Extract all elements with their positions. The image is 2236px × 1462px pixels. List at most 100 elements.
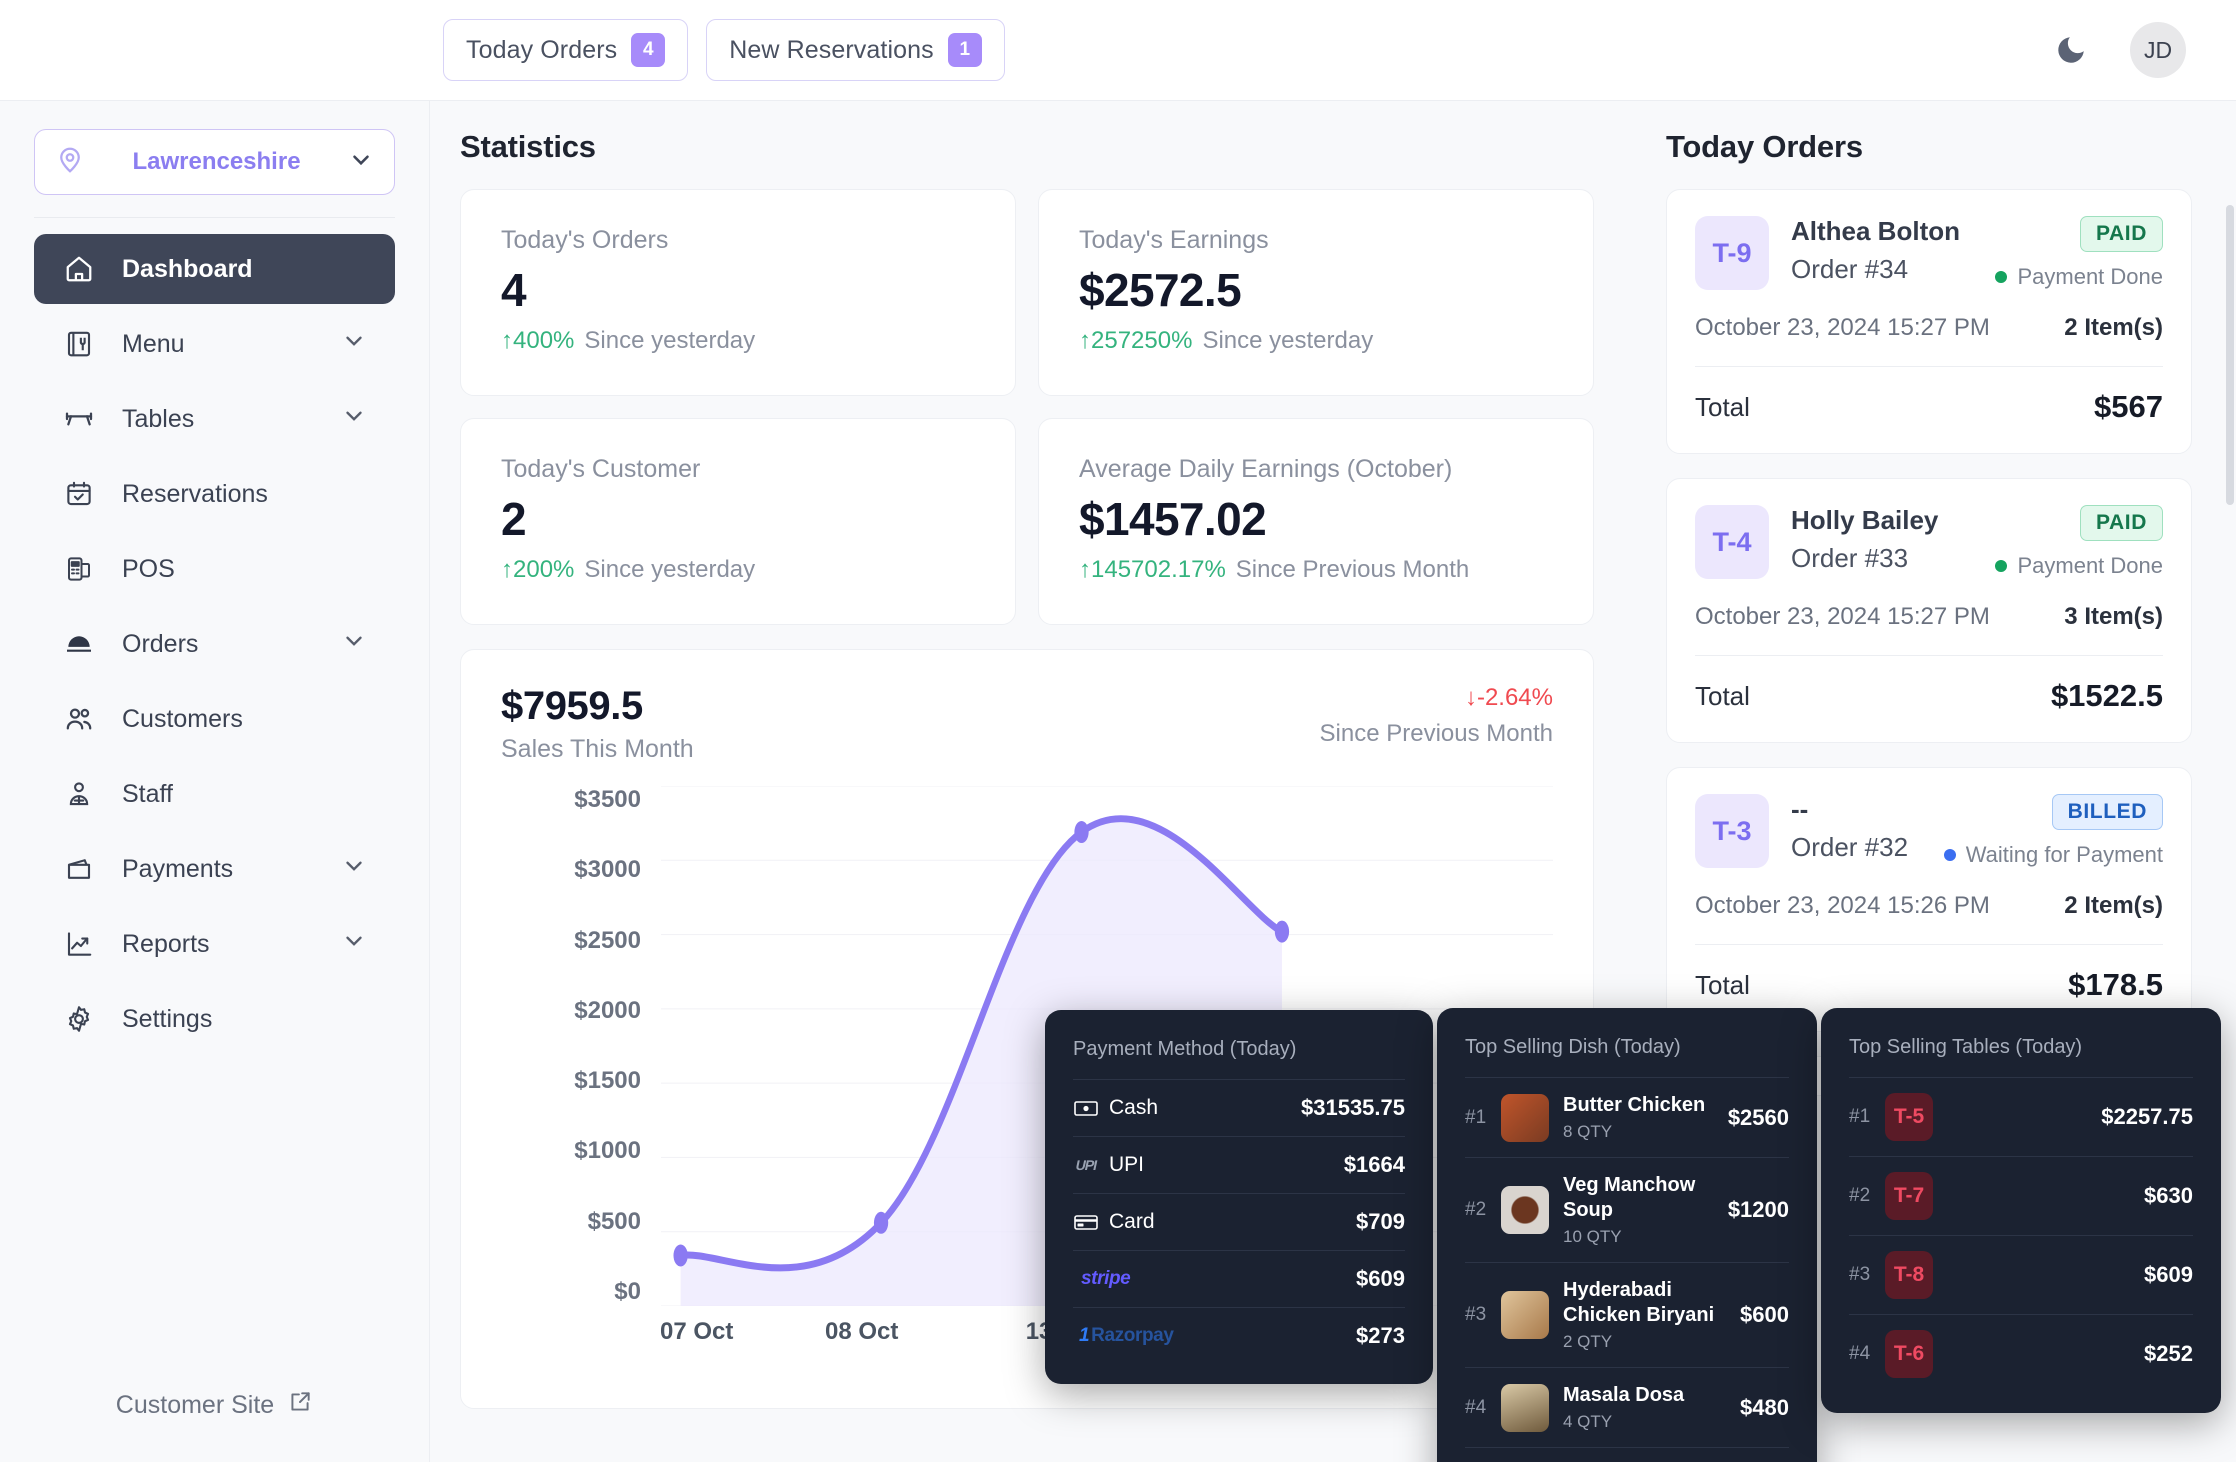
location-value: Lawrenceshire xyxy=(132,148,301,175)
rank-label: #4 xyxy=(1849,1343,1871,1364)
map-pin-icon xyxy=(55,145,85,180)
chevron-down-icon[interactable] xyxy=(341,853,367,886)
sidebar-item-reports[interactable]: Reports xyxy=(34,909,395,979)
sidebar-item-payments-label: Payments xyxy=(122,854,234,883)
list-item: Card $709 xyxy=(1073,1193,1405,1250)
divider xyxy=(1695,366,2163,367)
sidebar-item-tables[interactable]: Tables xyxy=(34,384,395,454)
sidebar-item-staff[interactable]: Staff xyxy=(34,759,395,829)
y-tick: $2000 xyxy=(574,996,641,1024)
sidebar-item-settings[interactable]: Settings xyxy=(34,984,395,1054)
tab-new-reservations-count: 1 xyxy=(947,33,982,67)
top-bar: Today Orders 4 New Reservations 1 JD xyxy=(0,0,2236,100)
sidebar-item-dashboard[interactable]: Dashboard xyxy=(34,234,395,304)
today-orders-pane: Today Orders T-9 Althea Bolton Order #34… xyxy=(1636,101,2236,1462)
sidebar-item-payments[interactable]: Payments xyxy=(34,834,395,904)
order-customer-name: -- xyxy=(1791,794,1809,824)
chevron-down-icon[interactable] xyxy=(341,928,367,961)
y-tick: $0 xyxy=(614,1277,641,1305)
customer-site-label: Customer Site xyxy=(115,1391,275,1419)
stat-value: $1457.02 xyxy=(1079,493,1267,545)
list-item: #2 Veg Manchow Soup 10 QTY $1200 xyxy=(1465,1157,1789,1262)
sidebar-divider xyxy=(34,217,395,218)
stat-delta-value: ↑257250% xyxy=(1079,327,1193,354)
location-selector[interactable]: Lawrenceshire xyxy=(34,129,395,195)
users-icon xyxy=(62,702,96,736)
stat-delta-value: ↑200% xyxy=(501,556,575,583)
y-tick: $3000 xyxy=(574,856,641,884)
stat-delta-note: Since yesterday xyxy=(584,327,756,354)
customer-site-link[interactable]: Customer Site xyxy=(0,1389,429,1422)
payment-method-amount: $31535.75 xyxy=(1301,1095,1405,1120)
rank-label: #3 xyxy=(1465,1304,1487,1325)
order-customer-name: Holly Bailey xyxy=(1791,505,1939,535)
sidebar-item-reservations[interactable]: Reservations xyxy=(34,459,395,529)
banknote-icon xyxy=(1073,1098,1099,1118)
trend-chart-icon xyxy=(62,927,96,961)
sidebar-item-dashboard-label: Dashboard xyxy=(122,254,253,283)
x-tick: 08 Oct xyxy=(825,1318,899,1345)
payment-method-amount: $609 xyxy=(1356,1266,1405,1291)
stat-value: 4 xyxy=(501,264,527,316)
stripe-logo-icon: stripe xyxy=(1081,1268,1131,1289)
tab-today-orders-count: 4 xyxy=(631,33,666,67)
sidebar-item-customers[interactable]: Customers xyxy=(34,684,395,754)
home-icon xyxy=(62,252,96,286)
table-chip: T-8 xyxy=(1885,1251,1933,1299)
table-row[interactable]: T-4 Holly Bailey Order #33 PAID Payment … xyxy=(1666,478,2192,743)
tab-new-reservations[interactable]: New Reservations 1 xyxy=(706,19,1005,81)
credit-card-icon xyxy=(1073,1212,1099,1232)
chevron-down-icon[interactable] xyxy=(341,628,367,661)
rank-label: #3 xyxy=(1849,1264,1871,1285)
dish-amount: $2560 xyxy=(1727,1104,1789,1130)
tab-new-reservations-label: New Reservations xyxy=(729,35,934,64)
table-row[interactable]: T-9 Althea Bolton Order #34 PAID Payment… xyxy=(1666,189,2192,454)
stat-card-grid: Today's Orders 4 ↑400% Since yesterday T… xyxy=(460,189,1594,625)
sidebar: Lawrenceshire Dashboard Menu xyxy=(0,100,430,1462)
tab-today-orders[interactable]: Today Orders 4 xyxy=(443,19,689,81)
sales-amount: $7959.5 xyxy=(501,684,643,728)
sidebar-item-tables-label: Tables xyxy=(122,404,195,433)
scrollbar-thumb[interactable] xyxy=(2226,205,2234,505)
table-row[interactable]: T-3 -- Order #32 BILLED Waiting for Paym… xyxy=(1666,767,2192,1032)
list-item: 1 Razorpay $273 xyxy=(1073,1307,1405,1364)
calendar-check-icon xyxy=(62,477,96,511)
dish-thumbnail xyxy=(1501,1383,1549,1432)
stat-label: Today's Orders xyxy=(501,226,669,254)
table-chip: T-7 xyxy=(1885,1172,1933,1220)
order-items-count: 2 Item(s) xyxy=(2064,314,2163,341)
sales-chart-header: $7959.5 Sales This Month ↓-2.64% Since P… xyxy=(501,684,1553,764)
top-selling-dish-panel: Top Selling Dish (Today) #1 Butter Chick… xyxy=(1437,1008,1817,1462)
dish-name: Veg Manchow Soup xyxy=(1563,1174,1696,1221)
sales-subtitle: Sales This Month xyxy=(501,735,694,763)
list-item: #1 Butter Chicken 8 QTY $2560 xyxy=(1465,1077,1789,1157)
rank-label: #1 xyxy=(1465,1106,1487,1128)
stat-label: Today's Customer xyxy=(501,455,701,483)
sales-delta-note: Since Previous Month xyxy=(1319,720,1553,747)
chevron-down-icon[interactable] xyxy=(341,328,367,361)
order-timestamp: October 23, 2024 15:26 PM xyxy=(1695,892,1990,919)
moon-icon[interactable] xyxy=(2050,29,2092,71)
gear-icon xyxy=(62,1002,96,1036)
sidebar-item-menu[interactable]: Menu xyxy=(34,309,395,379)
stat-card-todays-orders: Today's Orders 4 ↑400% Since yesterday xyxy=(460,189,1016,396)
divider xyxy=(1695,655,2163,656)
payment-method-amount: $273 xyxy=(1356,1323,1405,1348)
payment-state: Waiting for Payment xyxy=(1943,842,2163,868)
dish-amount: $600 xyxy=(1740,1302,1789,1327)
avatar-initials: JD xyxy=(2143,36,2173,63)
stat-card-average-daily-earnings: Average Daily Earnings (October) $1457.0… xyxy=(1038,418,1594,625)
sidebar-item-pos[interactable]: POS xyxy=(34,534,395,604)
dish-amount: $1200 xyxy=(1727,1197,1789,1222)
table-chip: T-5 xyxy=(1885,1093,1933,1141)
sidebar-item-staff-label: Staff xyxy=(122,779,173,808)
chevron-down-icon[interactable] xyxy=(341,403,367,436)
razorpay-logo-icon: 1 Razorpay xyxy=(1079,1325,1174,1346)
dish-thumbnail xyxy=(1501,1291,1549,1339)
stat-label: Average Daily Earnings (October) xyxy=(1079,455,1453,483)
sidebar-item-orders[interactable]: Orders xyxy=(34,609,395,679)
avatar[interactable]: JD xyxy=(2130,22,2186,78)
sidebar-item-customers-label: Customers xyxy=(122,704,243,733)
sidebar-item-menu-label: Menu xyxy=(122,329,185,358)
table-chip: T-4 xyxy=(1695,505,1769,579)
